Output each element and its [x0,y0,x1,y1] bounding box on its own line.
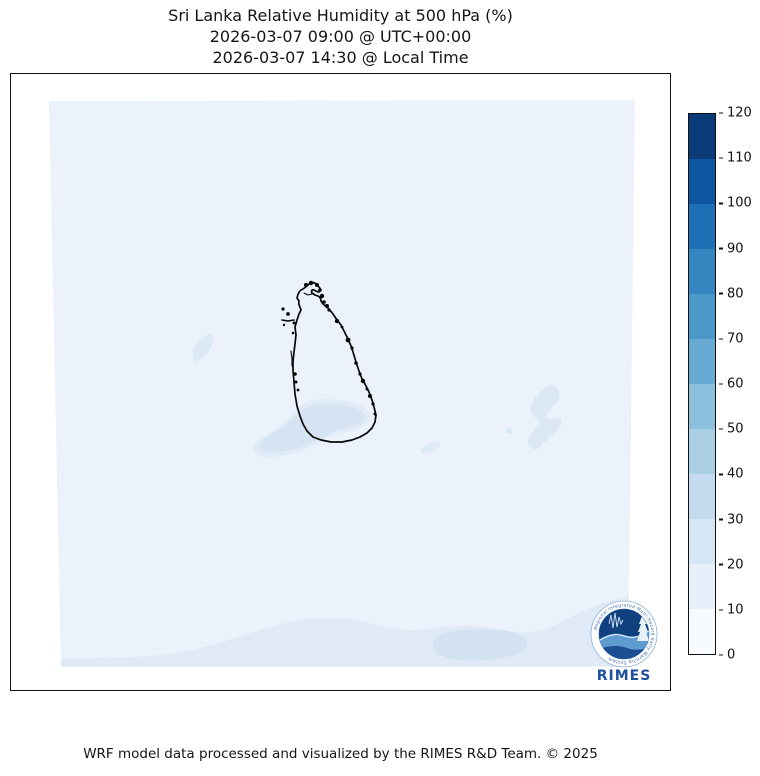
colorbar-tick-label: 60 [727,376,744,392]
colorbar-tick: 60 [719,377,744,392]
colorbar-segment [689,114,715,159]
colorbar-tick-label: 40 [727,466,744,482]
colorbar-tick-label: 10 [727,602,744,618]
colorbar-ticks: 0 10 20 30 40 50 60 70 80 90 100 110 120 [719,106,759,663]
colorbar-tick: 110 [719,151,752,166]
colorbar-tick-label: 120 [727,105,752,121]
rimes-logo: Regional Integrated Multi-Hazard Early W… [590,600,658,684]
colorbar-tickmark [719,473,723,476]
colorbar-segment [689,294,715,339]
colorbar-tick: 120 [719,106,752,121]
colorbar-segment [689,609,715,654]
colorbar-segment [689,249,715,294]
map-plot: Regional Integrated Multi-Hazard Early W… [49,100,658,684]
title-line-1: Sri Lanka Relative Humidity at 500 hPa (… [168,6,513,25]
footer-credit: WRF model data processed and visualized … [83,746,598,762]
colorbar-tickmark [719,292,723,295]
title-line-2: 2026-03-07 09:00 @ UTC+00:00 [209,27,472,46]
title-line-3: 2026-03-07 14:30 @ Local Time [212,48,469,67]
colorbar-tick-label: 0 [727,647,736,663]
colorbar-tickmark [719,563,723,566]
colorbar-tick: 100 [719,196,752,211]
colorbar-tick: 20 [719,557,744,572]
colorbar-segment [689,339,715,384]
patch-south-island [260,403,365,453]
patch-southeast-blob [527,385,562,450]
colorbar-tick-label: 90 [727,241,744,256]
colorbar-tickmark [719,157,723,159]
colorbar-tick-label: 100 [727,195,752,211]
colorbar-tick-label: 20 [727,557,744,573]
colorbar [688,113,716,655]
map-axes: Regional Integrated Multi-Hazard Early W… [10,73,671,691]
colorbar-segments [689,114,715,654]
colorbar-tick-label: 30 [727,512,744,527]
colorbar-tick: 70 [719,331,744,346]
colorbar-tick: 0 [719,648,735,663]
colorbar-segment [689,564,715,609]
colorbar-tick: 90 [719,241,744,256]
rimes-logo-wordmark: RIMES [597,668,652,684]
colorbar-tick-label: 110 [727,150,752,166]
colorbar-tickmark [719,338,723,340]
colorbar-tick: 50 [719,422,744,437]
colorbar-tick: 10 [719,602,744,617]
sri-lanka-coastline [281,281,377,443]
colorbar-tick-label: 80 [727,286,744,302]
colorbar-tick: 40 [719,467,744,482]
colorbar-tickmark [719,518,723,521]
plot-title: Sri Lanka Relative Humidity at 500 hPa (… [10,5,671,68]
humidity-patches [51,333,633,666]
colorbar-tickmark [719,654,723,656]
colorbar-tick: 30 [719,512,744,527]
colorbar-segment [689,474,715,519]
colorbar-tickmark [719,247,723,250]
patch-southeast-dot [505,427,513,435]
patch-south-band-core [432,629,528,661]
colorbar-segment [689,204,715,249]
colorbar-tick-label: 70 [727,331,744,347]
colorbar-tick: 80 [719,286,744,301]
colorbar-tickmark [719,609,723,611]
colorbar-tickmark [719,112,723,114]
colorbar-tickmark [719,428,723,430]
colorbar-tick-label: 50 [727,421,744,437]
model-domain-fill [49,100,635,667]
colorbar-segment [689,384,715,429]
colorbar-segment [689,429,715,474]
colorbar-tickmark [719,202,723,205]
patch-west [192,333,214,362]
colorbar-segment [689,159,715,204]
colorbar-segment [689,519,715,564]
colorbar-tickmark [719,383,723,385]
patch-south-small [420,441,441,454]
coastline-specks [281,280,377,416]
